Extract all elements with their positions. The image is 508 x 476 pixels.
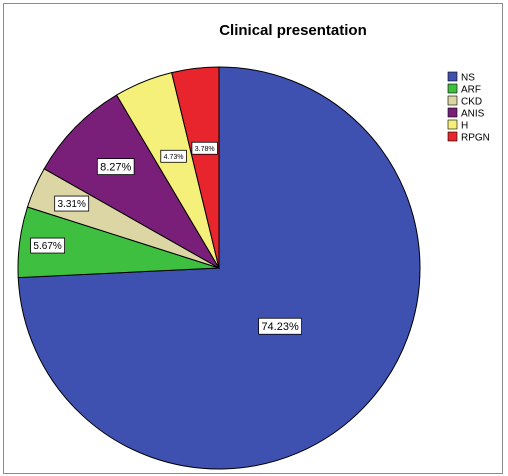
slice-label-rpgn: 3.78% xyxy=(191,141,218,155)
legend-item-rpgn: RPGN xyxy=(447,131,490,144)
svg-text:5.67%: 5.67% xyxy=(33,241,61,252)
legend-label-arf: ARF xyxy=(461,85,481,96)
legend-item-ns: NS xyxy=(447,71,475,84)
slice-label-h: 4.73% xyxy=(160,149,187,163)
legend-swatch-ns xyxy=(447,71,458,82)
legend-label-ns: NS xyxy=(461,73,475,84)
legend-item-h: H xyxy=(447,119,468,132)
svg-text:3.78%: 3.78% xyxy=(195,146,215,153)
chart-title: Clinical presentation xyxy=(219,22,367,39)
legend-swatch-rpgn xyxy=(447,131,458,142)
legend-item-ckd: CKD xyxy=(447,95,482,108)
legend-label-rpgn: RPGN xyxy=(461,133,490,144)
legend-swatch-arf xyxy=(447,83,458,94)
slice-label-ckd: 3.31% xyxy=(54,195,90,212)
slice-label-anis: 8.27% xyxy=(96,158,135,176)
pie-slice-anis xyxy=(43,94,221,270)
pie-slices xyxy=(17,66,421,470)
slice-labels: 74.23% 5.67% 3.31% 8.27% 4.73% 3.78% xyxy=(30,141,302,335)
svg-text:4.73%: 4.73% xyxy=(164,154,184,161)
slice-label-ns: 74.23% xyxy=(258,317,302,335)
legend-item-arf: ARF xyxy=(447,83,481,96)
legend-item-anis: ANIS xyxy=(447,107,485,120)
legend-label-anis: ANIS xyxy=(461,109,485,120)
legend-label-h: H xyxy=(461,121,468,132)
svg-text:74.23%: 74.23% xyxy=(261,321,299,333)
svg-text:8.27%: 8.27% xyxy=(100,162,131,174)
legend-label-ckd: CKD xyxy=(461,97,482,108)
pie-slice-rpgn xyxy=(171,66,220,269)
svg-text:3.31%: 3.31% xyxy=(57,199,85,210)
slice-label-arf: 5.67% xyxy=(30,237,66,254)
legend-swatch-h xyxy=(447,119,458,130)
legend-swatch-anis xyxy=(447,107,458,118)
legend-swatch-ckd xyxy=(447,95,458,106)
